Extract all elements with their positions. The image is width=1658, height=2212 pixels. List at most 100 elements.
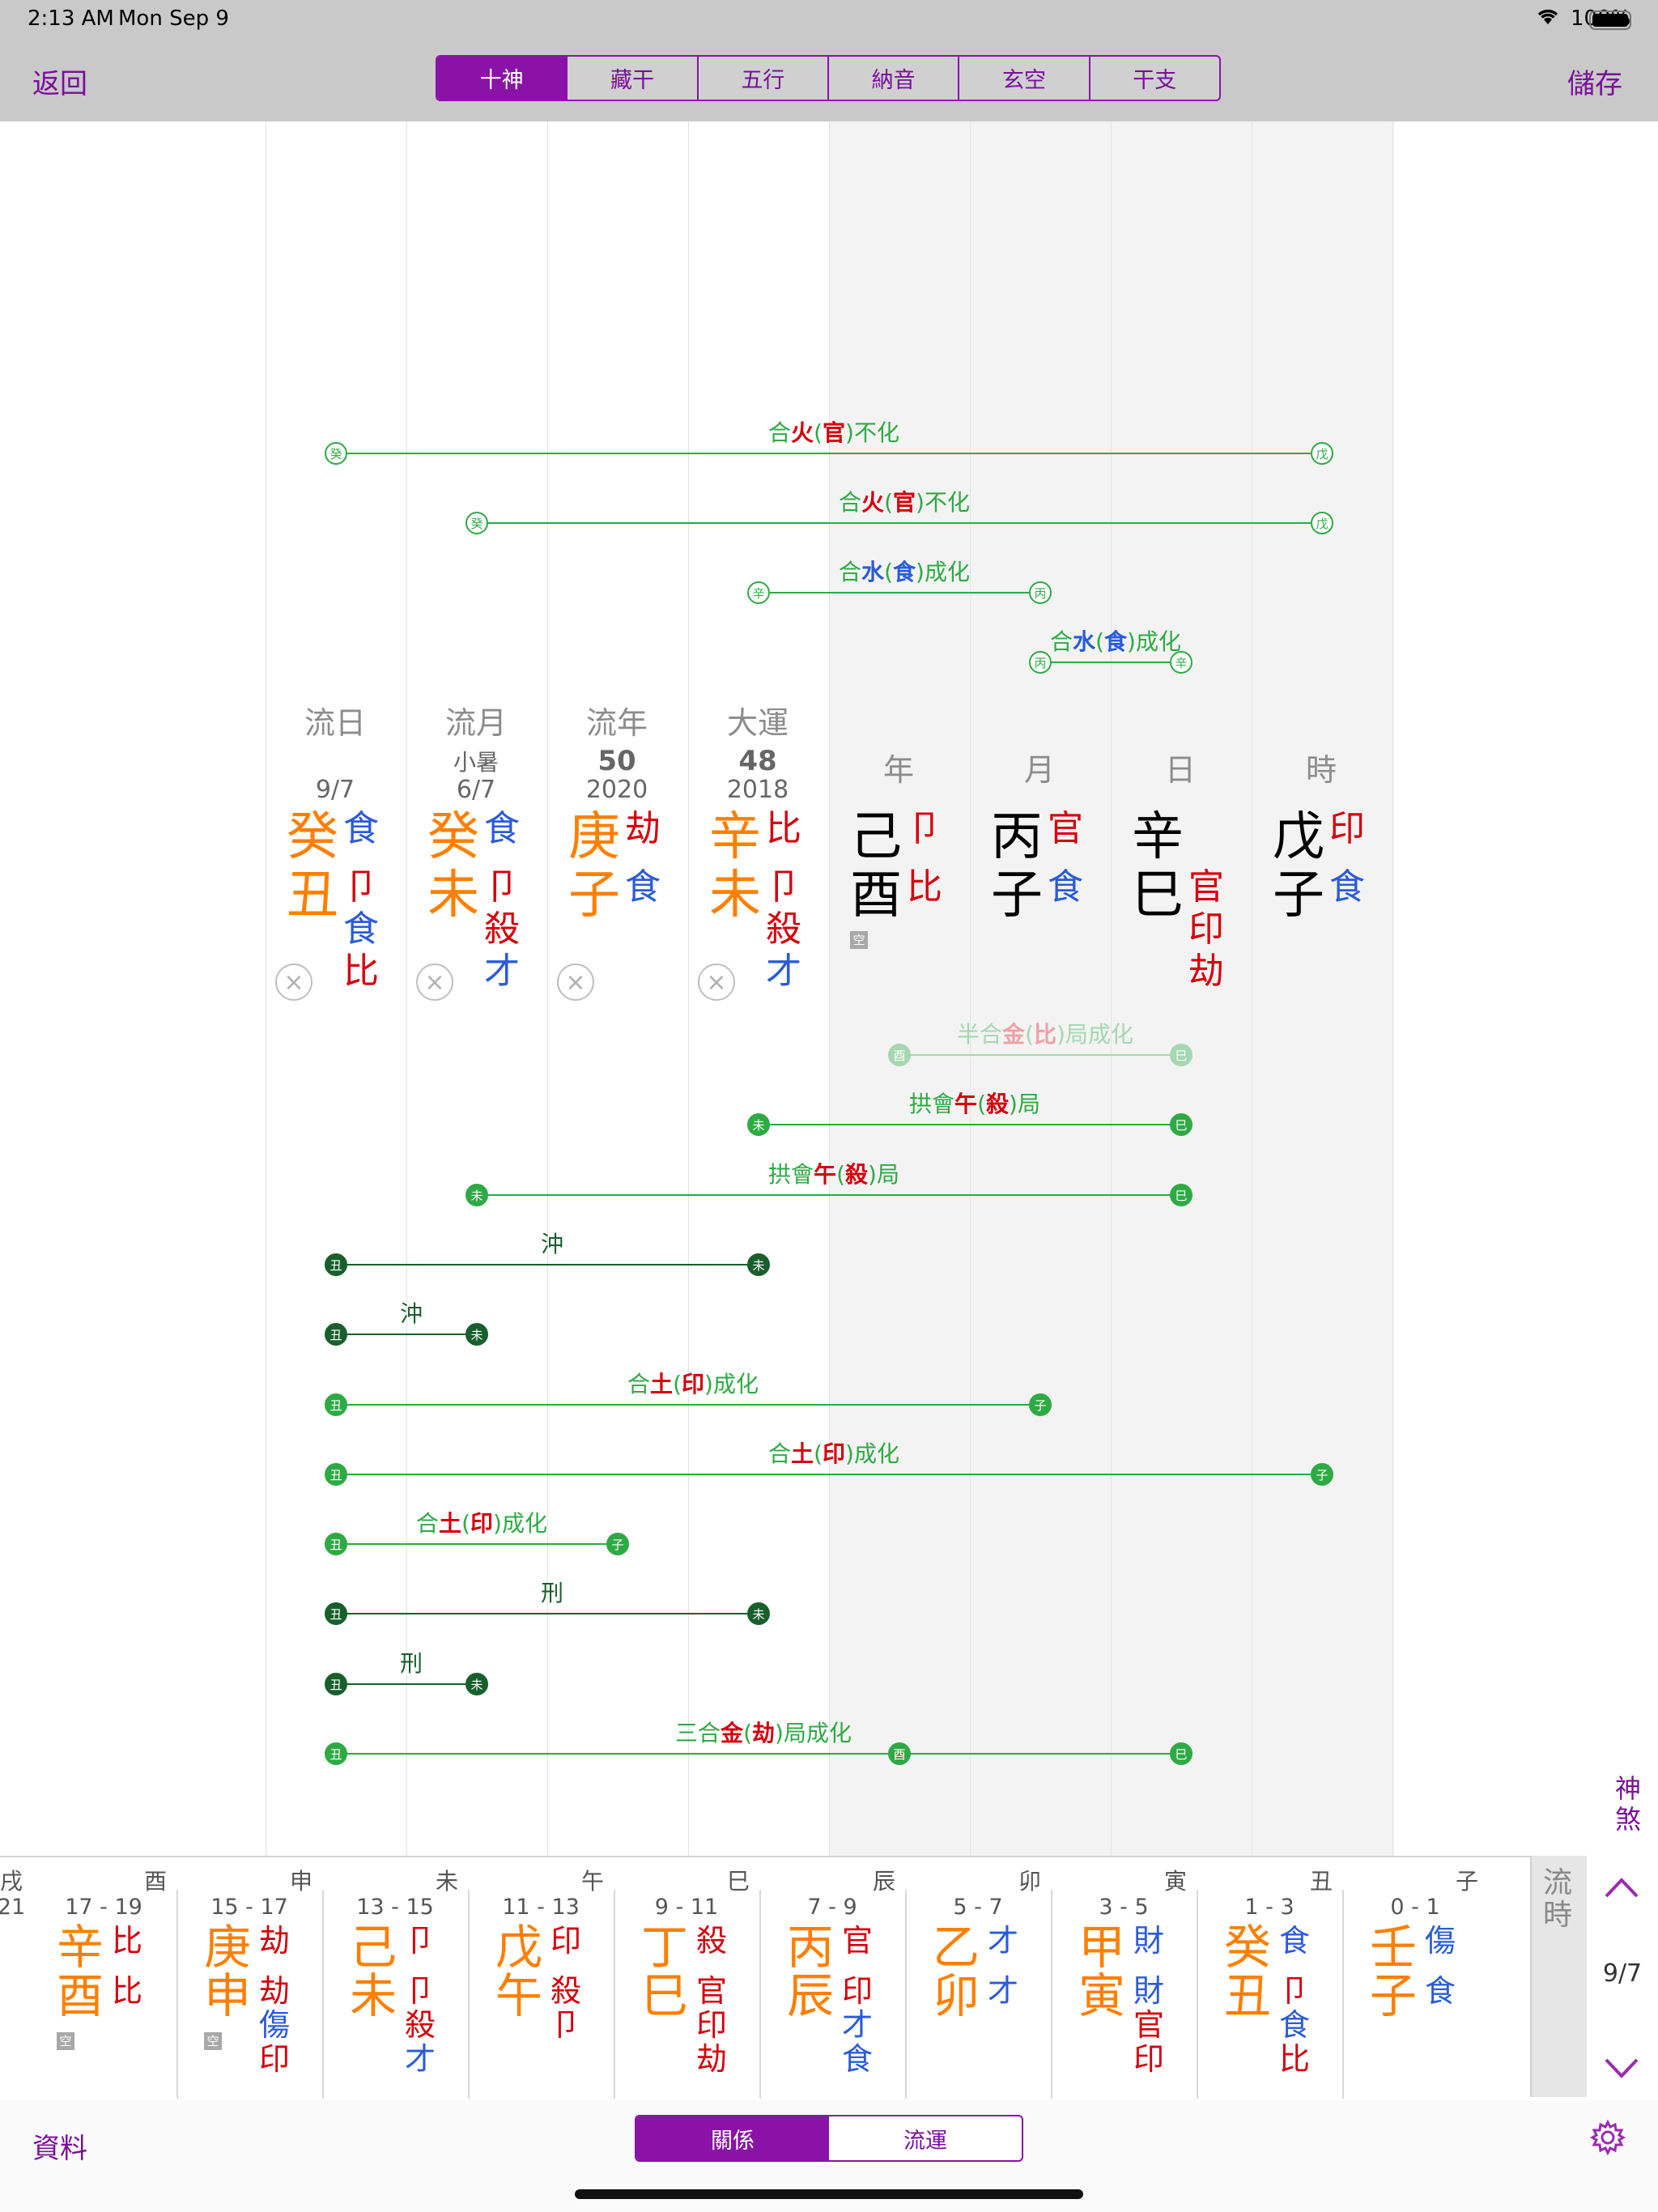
hour-pillar[interactable]: 乙卯才才 — [905, 1890, 1051, 2099]
data-button[interactable]: 資料 — [32, 2133, 87, 2165]
hour-ten-god: 才 — [842, 2007, 874, 2043]
relation-label-part: 半合 — [957, 1021, 1003, 1048]
hour-branch-label: 巳 — [727, 1868, 750, 1895]
relation-label-part: ( — [814, 1440, 823, 1467]
hour-range: 9 - 11 — [654, 1895, 719, 1920]
hour-branch: 丑 — [1224, 1968, 1272, 2023]
hour-ten-god: 卩 — [405, 1973, 436, 2009]
pillar-branch: 未 — [427, 866, 479, 925]
hour-ten-god: 才 — [988, 1973, 1019, 2009]
relation-node: 癸 — [466, 512, 488, 534]
relation-label: 合土(印)成化 — [768, 1436, 899, 1469]
gear-icon[interactable] — [1590, 2119, 1626, 2159]
hour-pillars-strip: 戌 21 酉辛酉比比空 17 - 19 申庚申劫劫傷印空 15 - 17 未己未卩卩殺才 13… — [0, 1856, 1658, 2102]
relation-line — [899, 1054, 1181, 1056]
hour-pillar[interactable]: 戊午印殺卩 — [468, 1890, 614, 2099]
hour-ten-god: 食 — [1279, 2007, 1311, 2043]
hour-pillar[interactable]: 丙辰官印才食 — [759, 1890, 905, 2099]
branch-ten-god: 卩 — [766, 866, 801, 908]
relation-label-part: 食 — [1104, 628, 1128, 655]
relation-node: 巳 — [1170, 1044, 1192, 1066]
hour-stem: 丙 — [787, 1920, 835, 1975]
relation-node: 癸 — [325, 442, 347, 465]
remove-pillar-button[interactable]: × — [698, 963, 735, 1001]
relation-label-part: 土 — [791, 1440, 814, 1467]
hour-branch-label: 卯 — [1018, 1868, 1042, 1895]
hour-pillar[interactable]: 丁巳殺官印劫 — [614, 1890, 759, 2099]
relation-node: 未 — [747, 1602, 770, 1626]
bottom-tab-0[interactable]: 關係 — [636, 2116, 829, 2160]
hour-branch: 巳 — [641, 1968, 689, 2023]
hour-pillar[interactable]: 甲寅財財官印 — [1051, 1890, 1197, 2099]
hour-branch-label: 辰 — [873, 1868, 896, 1895]
relation-label-part: 比 — [1034, 1021, 1057, 1048]
hour-pillar[interactable]: 辛酉比比空 — [31, 1890, 175, 2099]
relation-node: 子 — [1311, 1462, 1333, 1486]
relation-label-part: )不化 — [916, 489, 970, 516]
hour-ten-god: 殺 — [696, 1923, 728, 1959]
shensha-button[interactable]: 神煞 — [1615, 1773, 1642, 1835]
bottom-tab-1[interactable]: 流運 — [903, 2128, 947, 2154]
relation-label: 拱會午(殺)局 — [909, 1087, 1040, 1119]
relation-node: 丑 — [325, 1253, 347, 1276]
tab-3[interactable]: 納音 — [829, 57, 960, 100]
relation-node: 巳 — [1170, 1113, 1192, 1137]
relation-node: 未 — [466, 1323, 488, 1346]
hour-branch-label: 未 — [436, 1868, 459, 1895]
relation-node: 子 — [606, 1533, 629, 1556]
relation-label-part: ( — [743, 1720, 753, 1746]
branch-ten-god: 比 — [343, 951, 379, 992]
hour-pillar[interactable]: 癸丑食卩食比 — [1197, 1890, 1342, 2099]
relation-line — [336, 453, 1322, 454]
relation-label-part: 合 — [768, 1440, 792, 1467]
hour-ten-god: 劫 — [696, 2041, 728, 2077]
pillar-branch: 子 — [568, 866, 620, 925]
hour-ten-god: 殺 — [551, 1973, 582, 2009]
pillar-stem: 戊 — [1273, 807, 1324, 867]
pillar-branch: 未 — [709, 866, 761, 925]
relation-label-part: 合 — [839, 559, 862, 585]
chevron-up-icon[interactable] — [1603, 1867, 1640, 1908]
remove-pillar-button[interactable]: × — [275, 963, 312, 1001]
hour-stem: 乙 — [933, 1920, 980, 1975]
relation-label: 沖 — [541, 1227, 563, 1259]
hour-ten-god: 印 — [259, 2041, 291, 2077]
hour-date: 9/7 — [1602, 1959, 1643, 1988]
hour-stem: 戊 — [495, 1920, 543, 1975]
pillar-stem: 辛 — [709, 807, 761, 867]
hour-range: 1 - 3 — [1244, 1895, 1295, 1920]
branch-ten-god: 食 — [625, 866, 661, 908]
hour-range: 11 - 13 — [502, 1895, 580, 1920]
relation-node: 戊 — [1311, 512, 1333, 534]
tab-4[interactable]: 玄空 — [959, 57, 1090, 100]
relation-label-part: )成化 — [704, 1370, 759, 1397]
pillar-branch: 丑 — [287, 866, 338, 925]
relation-node: 巳 — [1170, 1742, 1192, 1765]
branch-ten-god: 殺 — [766, 908, 801, 950]
relation-line — [477, 522, 1322, 524]
hour-pillar[interactable]: 壬子傷食 — [1342, 1890, 1488, 2099]
save-button[interactable]: 儲存 — [1567, 68, 1622, 100]
tab-0[interactable]: 十神 — [437, 57, 568, 100]
chevron-down-icon[interactable] — [1603, 2048, 1640, 2090]
tab-5[interactable]: 干支 — [1133, 68, 1177, 93]
column-date-label: 2020 — [585, 776, 648, 804]
hour-pillar[interactable]: 庚申劫劫傷印 空 — [176, 1890, 322, 2099]
tab-2[interactable]: 五行 — [699, 57, 829, 100]
remove-pillar-button[interactable]: × — [557, 963, 594, 1001]
hour-ten-god: 才 — [405, 2041, 436, 2077]
hour-stem: 甲 — [1078, 1920, 1126, 1975]
relation-node: 丑 — [325, 1462, 347, 1486]
relation-label-part: )成化 — [493, 1510, 547, 1538]
hour-pillar[interactable]: 己未卩卩殺才 — [322, 1890, 468, 2099]
relation-label-part: 殺 — [845, 1160, 869, 1188]
tab-1[interactable]: 藏干 — [568, 57, 699, 100]
relation-node: 丙 — [1029, 651, 1052, 674]
hour-stem: 己 — [350, 1920, 397, 1975]
bottom-tabs: 關係 流運 — [635, 2115, 1023, 2162]
relation-label-part: ( — [1095, 628, 1105, 655]
back-button[interactable]: 返回 — [32, 68, 87, 100]
branch-ten-god: 才 — [484, 951, 520, 992]
remove-pillar-button[interactable]: × — [416, 963, 453, 1001]
relation-label-part: 合 — [839, 489, 862, 516]
